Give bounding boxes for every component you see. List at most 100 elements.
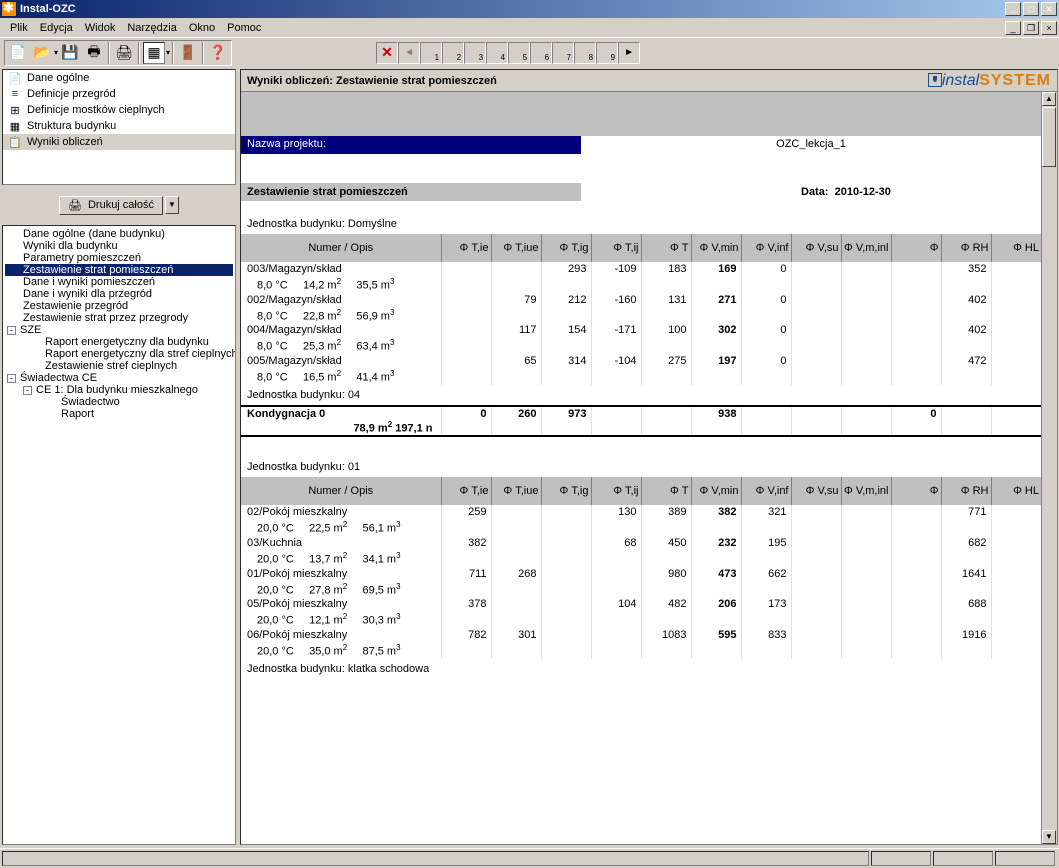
tree-label: Świadectwa CE — [20, 372, 97, 384]
minimize-button[interactable]: _ — [1005, 2, 1021, 16]
menu-pomoc[interactable]: Pomoc — [221, 20, 267, 36]
tree-item[interactable]: Zestawienie strat pomieszczeń — [5, 264, 233, 276]
menu-plik[interactable]: Plik — [4, 20, 34, 36]
tree-item[interactable]: Wyniki dla budynku — [5, 240, 233, 252]
menu-okno[interactable]: Okno — [183, 20, 221, 36]
tab-2[interactable]: 2 — [442, 42, 464, 64]
tree-item[interactable]: -SZE — [5, 324, 233, 336]
tab-9[interactable]: 9 — [596, 42, 618, 64]
summary-table: Kondygnacja 078,9 m2 197,1 n02609739380 — [241, 405, 1041, 438]
tree-item[interactable]: Dane i wyniki dla przegród — [5, 288, 233, 300]
tab-close-button[interactable]: ✕ — [376, 42, 398, 64]
mdi-restore-button[interactable]: ❐ — [1023, 21, 1039, 35]
print-button[interactable]: 🖨 — [113, 42, 135, 64]
tree-item[interactable]: Zestawienie przegród — [5, 300, 233, 312]
maximize-button[interactable]: □ — [1023, 2, 1039, 16]
column-header: Φ T,ig — [541, 477, 591, 505]
help-button[interactable]: ❓ — [207, 42, 229, 64]
tab-7[interactable]: 7 — [552, 42, 574, 64]
tab-1[interactable]: 1 — [420, 42, 442, 64]
scroll-up-button[interactable]: ▲ — [1042, 92, 1056, 106]
column-header: Φ V,min — [691, 477, 741, 505]
print-all-button[interactable]: 🖨 Drukuj całość — [59, 196, 163, 215]
save-as-button[interactable]: 🖶 — [83, 42, 105, 64]
tree-item[interactable]: Parametry pomieszczeń — [5, 252, 233, 264]
column-header: Φ T,ig — [541, 234, 591, 262]
column-header: Φ V,inf — [741, 477, 791, 505]
tab-3[interactable]: 3 — [464, 42, 486, 64]
tree-item[interactable]: Dane i wyniki pomieszczeń — [5, 276, 233, 288]
print-dropdown-button[interactable]: ▼ — [165, 196, 179, 214]
new-button[interactable]: 📄 — [7, 42, 29, 64]
tab-next-button[interactable]: ► — [618, 42, 640, 64]
tree-item[interactable]: Zestawienie strat przez przegrody — [5, 312, 233, 324]
tab-prev-button[interactable]: ◄ — [398, 42, 420, 64]
close-button[interactable]: × — [1041, 2, 1057, 16]
tree-item[interactable]: Raport energetyczny dla stref cieplnych — [5, 348, 233, 360]
column-header: Φ V,m,inl — [841, 477, 891, 505]
tree-item[interactable]: Dane ogólne (dane budynku) — [5, 228, 233, 240]
toolbar: 📄 📂 ▾ 💾 🖶 🖨 ▦ ▾ 🚪 ❓ ✕ ◄ 1 2 3 4 5 6 7 8 … — [0, 37, 1059, 67]
table-row: 06/Pokój mieszkalny782301108359583319161… — [241, 628, 1041, 642]
column-header: Numer / Opis — [241, 234, 441, 262]
nav-item[interactable]: 📄Dane ogólne — [3, 70, 235, 86]
open-button[interactable]: 📂 — [31, 42, 53, 64]
nav-label: Wyniki obliczeń — [27, 136, 103, 148]
tab-4[interactable]: 4 — [486, 42, 508, 64]
tree-label: Zestawienie strat przez przegrody — [23, 312, 188, 324]
mdi-close-button[interactable]: × — [1041, 21, 1057, 35]
menu-widok[interactable]: Widok — [79, 20, 122, 36]
summary-row: Kondygnacja 078,9 m2 197,1 n02609739380 — [241, 406, 1041, 437]
tree-item[interactable]: Świadectwo — [5, 396, 233, 408]
tree-item[interactable]: -Świadectwa CE — [5, 372, 233, 384]
tree-item[interactable]: Zestawienie stref cieplnych — [5, 360, 233, 372]
menu-narzedzia[interactable]: Narzędzia — [121, 20, 183, 36]
nav-item[interactable]: ▦Struktura budynku — [3, 118, 235, 134]
nav-icon: ≡ — [7, 87, 23, 101]
column-header: Φ V,inf — [741, 234, 791, 262]
tree-item[interactable]: Raport — [5, 408, 233, 420]
tree-item[interactable]: Raport energetyczny dla budynku — [5, 336, 233, 348]
column-header: Φ HL — [991, 234, 1041, 262]
column-header: Φ T,ij — [591, 234, 641, 262]
tab-8[interactable]: 8 — [574, 42, 596, 64]
tree-expand-icon[interactable]: - — [23, 386, 32, 395]
column-header: Φ RH — [941, 234, 991, 262]
column-header: Φ T — [641, 234, 691, 262]
save-button[interactable]: 💾 — [59, 42, 81, 64]
tree-label: Wyniki dla budynku — [23, 240, 118, 252]
nav-icon: ⊞ — [7, 103, 23, 117]
tree-label: Zestawienie stref cieplnych — [45, 360, 177, 372]
nav-label: Definicje mostków cieplnych — [27, 104, 165, 116]
status-cell-2 — [871, 851, 931, 866]
unit-label-4: Jednostka budynku: klatka schodowa — [241, 659, 1041, 679]
tab-5[interactable]: 5 — [508, 42, 530, 64]
nav-item[interactable]: ⊞ Definicje mostków cieplnych — [3, 102, 235, 118]
unit-label-1: Jednostka budynku: Domyślne — [241, 214, 1041, 234]
table-row: 05/Pokój mieszkalny378104482206173688688 — [241, 597, 1041, 611]
tree-label: SZE — [20, 324, 41, 336]
tab-6[interactable]: 6 — [530, 42, 552, 64]
tree-label: Raport — [61, 408, 94, 420]
scroll-down-button[interactable]: ▼ — [1042, 830, 1056, 844]
tree-expand-icon[interactable]: - — [7, 374, 16, 383]
tree-expand-icon[interactable]: - — [7, 326, 16, 335]
mdi-minimize-button[interactable]: _ — [1005, 21, 1021, 35]
menu-edycja[interactable]: Edycja — [34, 20, 79, 36]
vertical-scrollbar[interactable]: ▲ ▼ — [1041, 92, 1057, 844]
tree-label: Dane ogólne (dane budynku) — [23, 228, 165, 240]
grid-button[interactable]: ▦ — [143, 42, 165, 64]
column-header: Φ — [891, 477, 941, 505]
tree-item[interactable]: -CE 1: Dla budynku mieszkalnego — [5, 384, 233, 396]
scroll-thumb[interactable] — [1042, 107, 1056, 167]
nav-item[interactable]: 📋 Wyniki obliczeń — [3, 134, 235, 150]
column-header: Φ T,ie — [441, 234, 491, 262]
tree-label: Parametry pomieszczeń — [23, 252, 141, 264]
unit-label-2: Jednostka budynku: 04 — [241, 385, 1041, 405]
nav-item[interactable]: ≡Definicje przegród — [3, 86, 235, 102]
column-header: Φ T — [641, 477, 691, 505]
exit-button[interactable]: 🚪 — [177, 42, 199, 64]
table-subrow: 20,0 °C 27,8 m2 69,5 m3 — [241, 581, 1041, 598]
nav-icon: 📋 — [7, 135, 23, 149]
logo: instalSYSTEM — [928, 72, 1051, 90]
